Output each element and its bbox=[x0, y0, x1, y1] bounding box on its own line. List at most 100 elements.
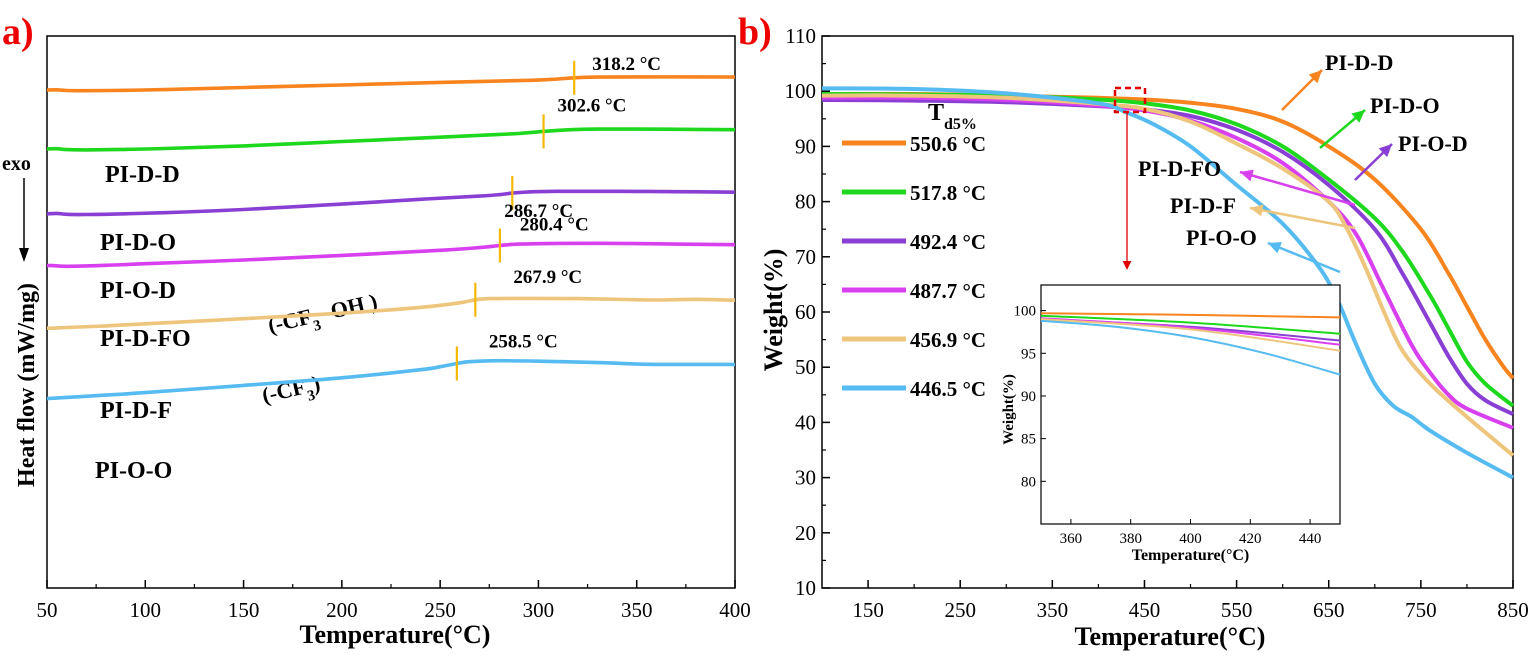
curve-label-pi-d-fo: PI-D-FO bbox=[100, 326, 191, 352]
x-tick-label-b: 150 bbox=[852, 598, 884, 622]
curve-label-b-pi-d-o: PI-D-O bbox=[1370, 93, 1440, 118]
y-axis-label-a: Heat flow (mW/mg) bbox=[14, 283, 40, 487]
x-tick-label-b: 350 bbox=[1037, 598, 1069, 622]
y-tick-label-b: 60 bbox=[795, 300, 816, 324]
panel-label-b: b) bbox=[738, 11, 772, 53]
inset-x-tick-label: 440 bbox=[1299, 531, 1322, 547]
x-tick-label-a: 150 bbox=[228, 598, 260, 622]
dsc-curve-pi-o-o bbox=[46, 358, 735, 401]
x-tick-label-b: 550 bbox=[1221, 598, 1253, 622]
inset-y-axis-label: Weight(%) bbox=[1001, 374, 1017, 445]
x-tick-label-a: 50 bbox=[37, 598, 58, 622]
inset-x-axis-label: Temperature(°C) bbox=[1132, 547, 1249, 564]
tga-curve-pi-o-o bbox=[821, 86, 1514, 480]
curve-label-pi-d-f: PI-D-F bbox=[100, 398, 172, 424]
tg-label-pi-d-f: 267.9 °C bbox=[513, 267, 582, 288]
zoom-arrowhead bbox=[1122, 260, 1132, 270]
inset-x-tick-label: 360 bbox=[1060, 531, 1083, 547]
y-tick-label-b: 20 bbox=[795, 521, 816, 545]
inset-x-tick-label: 380 bbox=[1119, 531, 1142, 547]
panel-label-a: a) bbox=[2, 11, 34, 53]
exo-label: exo bbox=[2, 153, 31, 175]
x-tick-label-a: 200 bbox=[326, 598, 358, 622]
curve-arrow-pi-d-f bbox=[1249, 206, 1356, 230]
dsc-curve-pi-d-d bbox=[46, 75, 736, 93]
dsc-curve-pi-d-f bbox=[46, 296, 736, 331]
legend-title: Td5% bbox=[928, 100, 977, 133]
y-tick-label-b: 80 bbox=[795, 190, 816, 214]
curve-arrow-pi-o-o bbox=[1267, 241, 1341, 274]
panel-b-plot-area: 150 250 350 450 550 650 750 850 10 20 30 40 50 60 70 80… bbox=[785, 24, 1529, 622]
tga-curve-pi-o-d bbox=[821, 98, 1514, 416]
y-tick-label-b: 10 bbox=[795, 576, 816, 600]
inset-x-tick-label: 400 bbox=[1179, 531, 1202, 547]
dsc-curve-pi-o-d bbox=[46, 189, 736, 217]
inset-y-tick-label: 95 bbox=[1021, 346, 1036, 362]
tga-curve-pi-d-f bbox=[821, 93, 1515, 458]
legend-label-pi-o-d: 492.4 °C bbox=[910, 230, 986, 254]
legend-label-pi-o-o: 446.5 °C bbox=[910, 377, 986, 401]
tga-curve-pi-d-fo bbox=[821, 95, 1514, 430]
x-tick-label-a: 350 bbox=[621, 598, 653, 622]
curve-arrowhead-pi-d-fo bbox=[1240, 169, 1254, 182]
inset-chart: 360 380 400 420 440 80 85 90 95 100 Temperature(°C… bbox=[1001, 284, 1341, 564]
y-tick-label-b: 110 bbox=[785, 24, 816, 48]
panel-b-tga-chart: b) 150 250 350 450 550 650 750 850 10 20 30 40 50 60 7… bbox=[738, 11, 1529, 651]
curve-label-pi-d-d: PI-D-D bbox=[105, 162, 180, 188]
curve-arrowhead-pi-d-f bbox=[1250, 204, 1264, 217]
inset-y-tick-label: 80 bbox=[1021, 474, 1036, 490]
curve-arrowhead-pi-d-d bbox=[1308, 70, 1322, 84]
group-annotation-pi-d-f: (-CF3) bbox=[260, 370, 325, 414]
panel-a-dsc-chart: a) 50 100 150 200 250 300 350 400 318.2 °C PI-D-D… bbox=[2, 11, 751, 649]
panel-a-plot-area: 50 100 150 200 250 300 350 400 318.2 °C PI-D-D 302… bbox=[37, 35, 751, 622]
x-tick-label-b: 850 bbox=[1497, 598, 1529, 622]
curve-arrowhead-pi-o-d bbox=[1378, 144, 1392, 158]
curve-label-b-pi-d-f: PI-D-F bbox=[1170, 193, 1236, 218]
dsc-curve-pi-d-fo bbox=[46, 241, 736, 269]
inset-y-tick-label: 100 bbox=[1014, 304, 1037, 320]
tg-label-pi-o-d: 286.7 °C bbox=[504, 201, 573, 222]
inset-curve-pi-d-o bbox=[1040, 314, 1341, 335]
inset-curve-pi-d-f bbox=[1040, 318, 1341, 352]
curve-label-b-pi-d-d: PI-D-D bbox=[1325, 50, 1393, 75]
x-tick-label-b: 750 bbox=[1405, 598, 1437, 622]
tg-label-pi-d-fo: 280.4 °C bbox=[520, 214, 589, 235]
dsc-curve-pi-d-o bbox=[46, 127, 736, 152]
x-axis-label-a: Temperature(°C) bbox=[300, 620, 491, 649]
curve-label-b-pi-o-o: PI-O-O bbox=[1186, 225, 1257, 250]
y-tick-label-b: 100 bbox=[785, 79, 817, 103]
tg-label-pi-d-d: 318.2 °C bbox=[592, 54, 661, 75]
y-tick-label-b: 40 bbox=[795, 410, 816, 434]
curve-arrow-pi-d-fo bbox=[1239, 170, 1356, 207]
curve-label-pi-o-d: PI-O-D bbox=[100, 278, 176, 304]
legend-label-pi-d-o: 517.8 °C bbox=[910, 181, 986, 205]
x-tick-label-a: 400 bbox=[719, 598, 751, 622]
legend-label-pi-d-f: 456.9 °C bbox=[910, 328, 986, 352]
inset-x-tick-label: 420 bbox=[1239, 531, 1262, 547]
y-axis-label-b: Weight(%) bbox=[759, 249, 788, 372]
exo-arrow bbox=[19, 178, 29, 262]
zoom-region-box bbox=[1113, 86, 1147, 114]
curve-label-b-pi-d-fo: PI-D-FO bbox=[1138, 156, 1221, 181]
y-tick-label-b: 90 bbox=[795, 134, 816, 158]
y-tick-label-b: 70 bbox=[795, 245, 816, 269]
inset-curve-pi-d-d bbox=[1040, 312, 1341, 319]
legend-label-pi-d-fo: 487.7 °C bbox=[910, 279, 986, 303]
x-tick-label-b: 250 bbox=[944, 598, 976, 622]
x-tick-label-a: 300 bbox=[523, 598, 555, 622]
x-tick-label-b: 650 bbox=[1313, 598, 1345, 622]
inset-y-tick-label: 85 bbox=[1021, 432, 1036, 448]
curve-arrowhead-pi-d-o bbox=[1351, 110, 1365, 123]
inset-y-tick-label: 90 bbox=[1021, 389, 1036, 405]
tg-label-pi-o-o: 258.5 °C bbox=[489, 332, 558, 353]
curve-label-pi-o-o: PI-O-O bbox=[95, 458, 172, 484]
tg-label-pi-d-o: 302.6 °C bbox=[558, 95, 627, 116]
x-axis-label-b: Temperature(°C) bbox=[1075, 622, 1266, 651]
y-tick-label-b: 50 bbox=[795, 355, 816, 379]
inset-curve-pi-o-o bbox=[1040, 319, 1341, 376]
curve-label-pi-d-o: PI-D-O bbox=[100, 230, 176, 256]
y-tick-label-b: 30 bbox=[795, 466, 816, 490]
curve-label-b-pi-o-d: PI-O-D bbox=[1398, 131, 1468, 156]
x-tick-label-a: 100 bbox=[130, 598, 162, 622]
